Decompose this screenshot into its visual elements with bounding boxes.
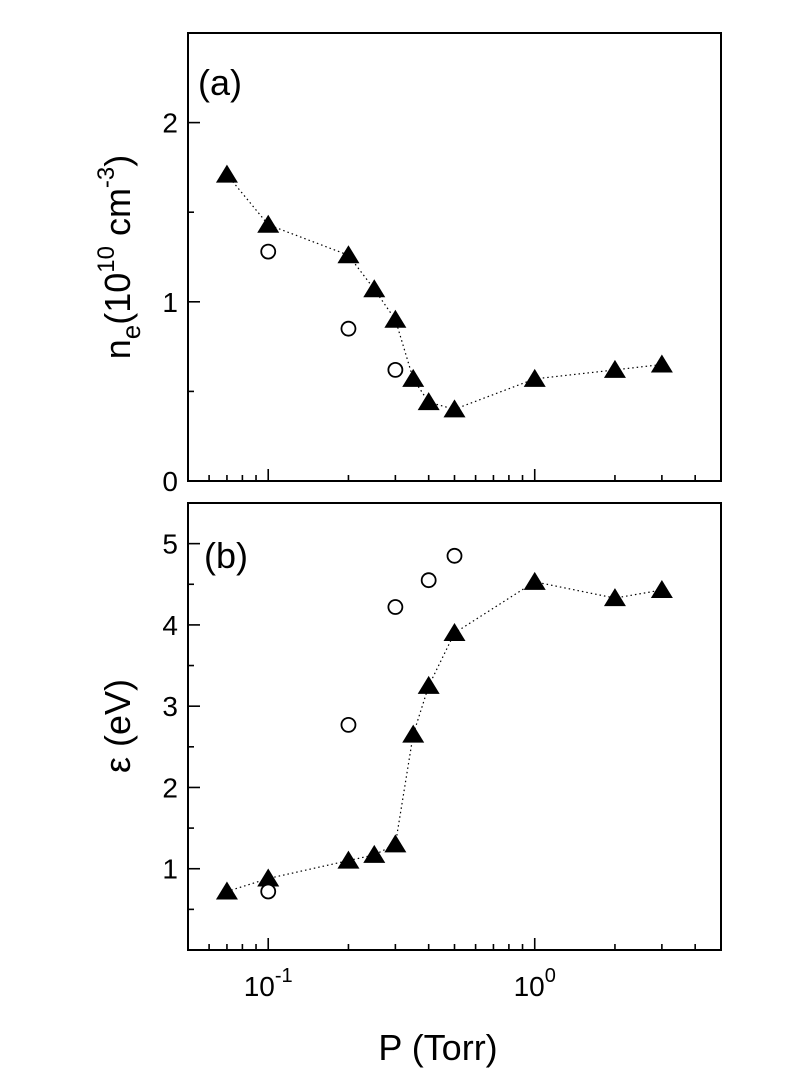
circle-point (420, 572, 437, 589)
triangle-point (363, 279, 386, 298)
triangle-point (417, 675, 440, 694)
circle-point (340, 320, 357, 337)
y-tick-label: 2 (162, 108, 178, 139)
triangle-point (215, 881, 238, 900)
triangle-point (417, 392, 440, 411)
y-tick-label: 1 (162, 854, 178, 885)
panel-b: 1 2 3 4 5 10-1 100 (b) ε (eV) P (Torr) (97, 502, 722, 1068)
y-tick-label: 5 (162, 529, 178, 560)
circle-point (260, 243, 277, 260)
circle-point (446, 547, 463, 564)
panel-a-y-tick-labels: 0 1 2 (162, 108, 178, 497)
panel-a-y-axis-label: ne(1010 cm-3) (93, 155, 146, 360)
triangle-point (363, 844, 386, 863)
panel-b-y-tick-labels: 1 2 3 4 5 (162, 529, 178, 885)
panel-b-ticks (187, 502, 722, 951)
triangle-point (384, 309, 407, 328)
panel-b-series-line (226, 581, 663, 893)
panel-b-x-tick-labels: 10-1 100 (244, 965, 556, 1002)
y-tick-label: 3 (162, 691, 178, 722)
triangle-point (337, 245, 360, 264)
circle-point (260, 883, 277, 900)
triangle-point (402, 724, 425, 743)
triangle-point (402, 368, 425, 387)
circle-point (387, 361, 404, 378)
panel-a: 0 1 2 (a) ne(1010 cm-3) (93, 32, 722, 497)
triangle-point (384, 834, 407, 853)
triangle-point (650, 579, 673, 598)
triangle-point (523, 368, 546, 387)
panel-a-ticks (187, 32, 722, 482)
triangle-point (443, 623, 466, 642)
triangle-point (443, 399, 466, 418)
y-tick-label: 1 (162, 287, 178, 318)
triangle-point (650, 354, 673, 373)
x-tick-label: 100 (514, 965, 556, 1002)
panel-a-series-line (226, 174, 662, 410)
y-tick-label: 0 (162, 466, 178, 497)
triangle-point (257, 214, 280, 233)
triangle-point (215, 164, 238, 183)
x-axis-label: P (Torr) (378, 1027, 497, 1068)
triangle-point (257, 868, 280, 887)
circle-point (387, 599, 404, 615)
x-tick-label: 10-1 (244, 965, 293, 1002)
triangle-point (603, 359, 626, 378)
panel-a-marks (215, 164, 673, 418)
panel-a-label: (a) (198, 62, 242, 103)
triangle-point (523, 571, 546, 590)
panel-b-label: (b) (204, 535, 248, 576)
panel-b-y-axis-label: ε (eV) (97, 679, 138, 773)
triangle-point (337, 850, 360, 869)
circle-point (340, 716, 357, 733)
triangle-point (603, 588, 626, 607)
y-tick-label: 4 (162, 610, 178, 641)
panel-b-marks (215, 547, 673, 900)
y-tick-label: 2 (162, 772, 178, 803)
